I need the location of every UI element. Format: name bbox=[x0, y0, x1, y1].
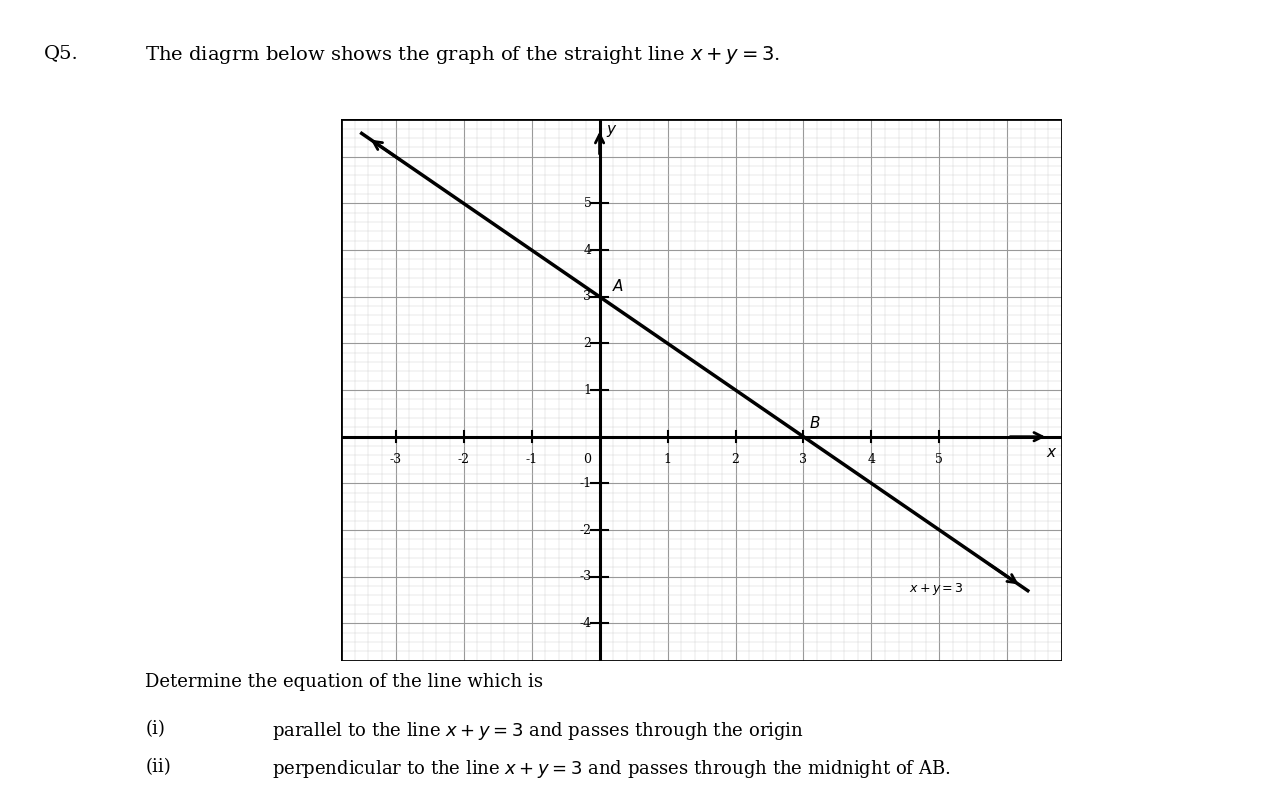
Text: 3: 3 bbox=[799, 453, 808, 466]
Text: $y$: $y$ bbox=[605, 123, 618, 139]
Text: -1: -1 bbox=[526, 453, 537, 466]
Text: $B$: $B$ bbox=[809, 415, 820, 431]
Text: 4: 4 bbox=[867, 453, 876, 466]
Text: perpendicular to the line $x + y = 3$ and passes through the midnight of AB.: perpendicular to the line $x + y = 3$ an… bbox=[272, 758, 951, 780]
Text: -3: -3 bbox=[579, 570, 592, 583]
Text: 5: 5 bbox=[935, 453, 943, 466]
Text: The diagrm below shows the graph of the straight line $x + y = 3$.: The diagrm below shows the graph of the … bbox=[145, 44, 780, 66]
Text: -3: -3 bbox=[389, 453, 402, 466]
Text: Q5.: Q5. bbox=[44, 44, 78, 62]
Text: 2: 2 bbox=[584, 337, 592, 350]
Text: (i): (i) bbox=[145, 720, 166, 739]
Text: (ii): (ii) bbox=[145, 758, 171, 776]
Text: -2: -2 bbox=[579, 524, 592, 537]
Text: 4: 4 bbox=[584, 244, 592, 256]
Text: -4: -4 bbox=[579, 617, 592, 630]
Text: parallel to the line $x + y = 3$ and passes through the origin: parallel to the line $x + y = 3$ and pas… bbox=[272, 720, 804, 743]
Text: 2: 2 bbox=[732, 453, 739, 466]
Text: Determine the equation of the line which is: Determine the equation of the line which… bbox=[145, 673, 544, 691]
Text: -2: -2 bbox=[458, 453, 470, 466]
Text: $x+y=3$: $x+y=3$ bbox=[909, 581, 963, 597]
Text: $x$: $x$ bbox=[1045, 446, 1058, 460]
Text: 3: 3 bbox=[584, 291, 592, 303]
Text: 1: 1 bbox=[584, 384, 592, 396]
Text: $A$: $A$ bbox=[612, 279, 624, 295]
Text: 5: 5 bbox=[584, 197, 592, 210]
Text: -1: -1 bbox=[579, 477, 592, 490]
Text: 1: 1 bbox=[664, 453, 671, 466]
Text: 0: 0 bbox=[584, 453, 592, 466]
